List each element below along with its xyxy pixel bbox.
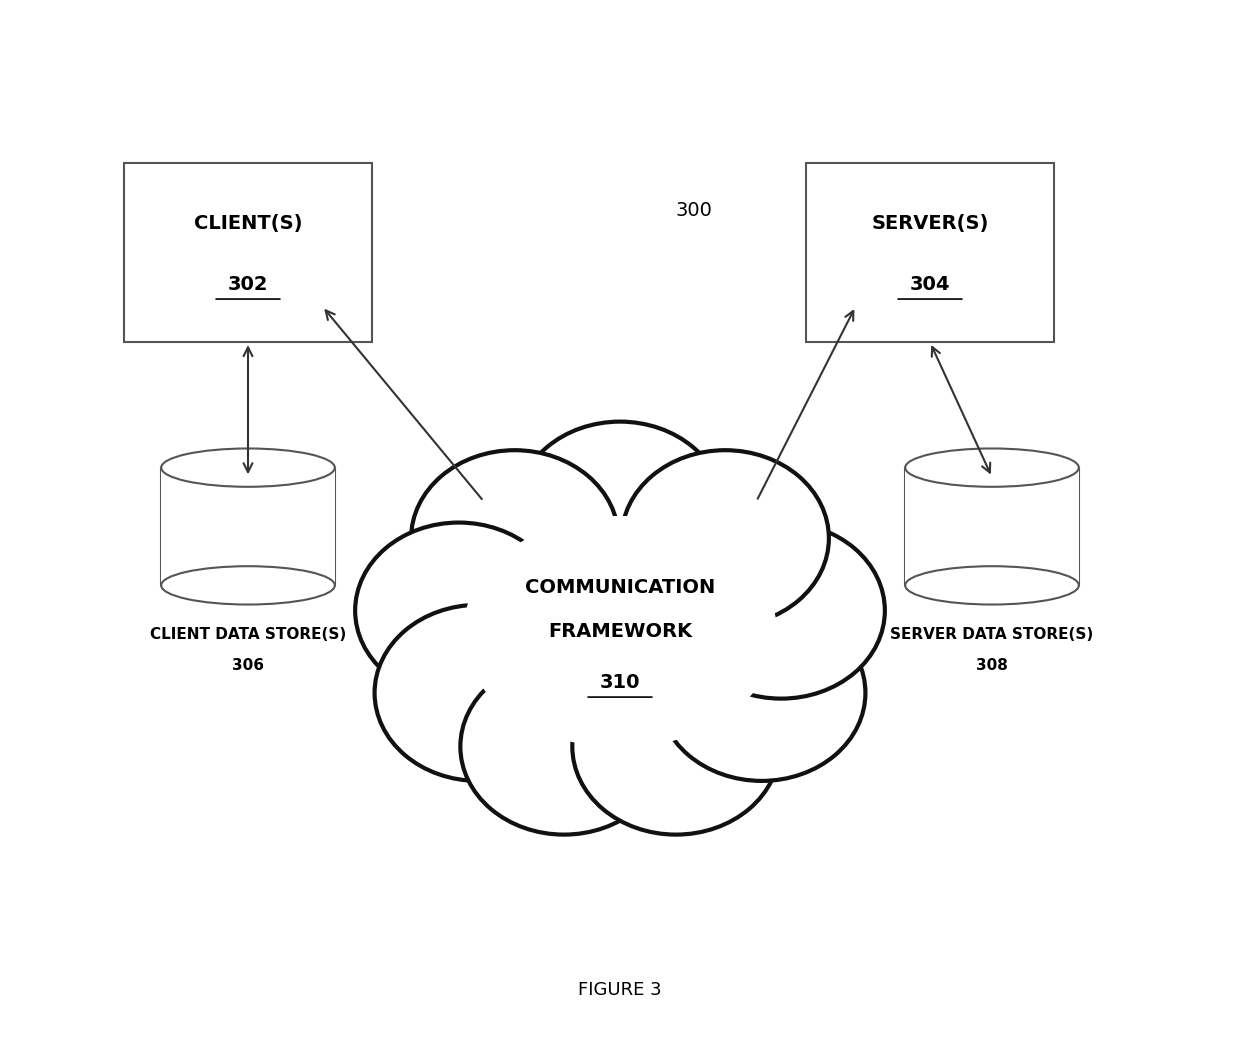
Text: CLIENT DATA STORE(S): CLIENT DATA STORE(S) bbox=[150, 627, 346, 641]
Text: 306: 306 bbox=[232, 658, 264, 673]
Circle shape bbox=[516, 421, 724, 598]
Circle shape bbox=[374, 604, 582, 781]
Ellipse shape bbox=[905, 567, 1079, 604]
Text: FRAMEWORK: FRAMEWORK bbox=[548, 622, 692, 641]
Text: 300: 300 bbox=[676, 201, 713, 220]
Text: COMMUNICATION: COMMUNICATION bbox=[525, 578, 715, 597]
Circle shape bbox=[412, 451, 619, 627]
Circle shape bbox=[460, 658, 667, 835]
Text: SERVER DATA STORE(S): SERVER DATA STORE(S) bbox=[890, 627, 1094, 641]
Text: 302: 302 bbox=[228, 275, 268, 294]
Circle shape bbox=[658, 604, 866, 781]
FancyBboxPatch shape bbox=[124, 163, 372, 342]
Ellipse shape bbox=[464, 516, 776, 748]
Circle shape bbox=[355, 522, 563, 698]
FancyBboxPatch shape bbox=[806, 163, 1054, 342]
Bar bbox=[905, 468, 1079, 585]
Text: CLIENT(S): CLIENT(S) bbox=[193, 214, 303, 233]
Ellipse shape bbox=[429, 490, 811, 774]
Ellipse shape bbox=[161, 567, 335, 604]
Text: 308: 308 bbox=[976, 658, 1008, 673]
Bar bbox=[161, 468, 335, 585]
Text: 310: 310 bbox=[600, 673, 640, 692]
Text: 304: 304 bbox=[910, 275, 950, 294]
Ellipse shape bbox=[161, 449, 335, 486]
Text: SERVER(S): SERVER(S) bbox=[872, 214, 988, 233]
Circle shape bbox=[621, 451, 828, 627]
Ellipse shape bbox=[905, 449, 1079, 486]
Circle shape bbox=[573, 658, 780, 835]
Circle shape bbox=[677, 522, 885, 698]
Text: FIGURE 3: FIGURE 3 bbox=[578, 980, 662, 999]
